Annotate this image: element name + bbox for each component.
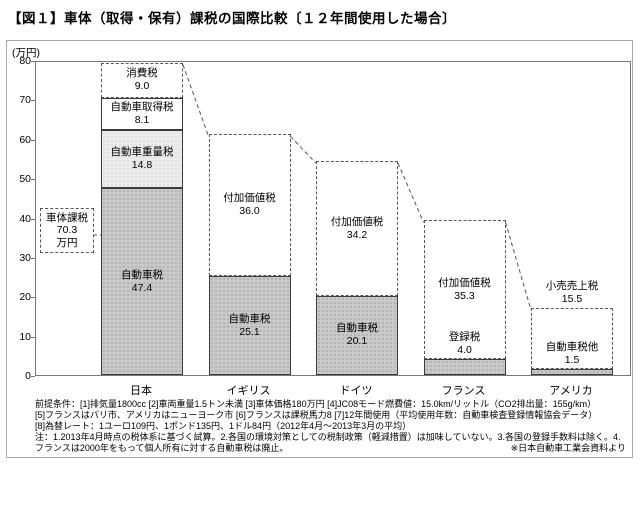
bar-segment-label: 自動車税他 1.5 xyxy=(531,341,613,367)
y-axis-tick-label: 70 xyxy=(19,94,31,107)
estimated-tax-dashed-box xyxy=(423,220,506,360)
x-axis-category-label: アメリカ xyxy=(549,385,593,397)
y-axis-tick-mark xyxy=(31,100,35,102)
footnote-conditions-1: 前提条件：[1]排気量1800cc [2]車両重量1.5トン未満 [3]車体価格… xyxy=(35,399,597,409)
bar-segment-label: 消費税 9.0 xyxy=(101,63,183,98)
y-axis-tick-label: 60 xyxy=(19,133,31,146)
label-line: 36.0 xyxy=(239,205,260,218)
source-credit: ※日本自動車工業会資料より xyxy=(510,443,626,453)
chart-frame: (万円) 自動車税 47.4 自動車重量税 14.8 自動車取得税 8.1 消費税 9.0 車体… xyxy=(6,40,633,458)
label-line: 自動車取得税 xyxy=(110,101,174,114)
bar-segment-label: 付加価値税 36.0 xyxy=(209,134,291,276)
bar-segment-label: 小売売上税 15.5 xyxy=(531,280,613,306)
label-line: 25.1 xyxy=(239,325,260,338)
bar-segment-label: 付加価値税 35.3 xyxy=(424,220,506,359)
y-axis-tick-mark xyxy=(31,336,35,338)
y-axis-tick-mark xyxy=(31,61,35,62)
label-line: 車体課税 xyxy=(46,211,88,224)
label-line: 35.3 xyxy=(454,289,475,302)
label-line: 自動車税 xyxy=(336,322,378,335)
total-tax-annotation: 車体課税 70.3 万円 xyxy=(40,207,94,253)
bar-segment xyxy=(101,98,183,131)
y-axis-tick-mark xyxy=(31,297,35,299)
label-line: 1.5 xyxy=(564,354,580,367)
bar-segment xyxy=(531,369,613,375)
label-line: 付加価値税 xyxy=(330,215,384,228)
label-line: 14.8 xyxy=(131,159,153,172)
x-axis-category-label: フランス xyxy=(441,385,486,397)
bar-segment-label: 自動車税 47.4 xyxy=(101,188,183,375)
label-line: 34.2 xyxy=(346,228,368,241)
y-axis-tick-mark xyxy=(31,218,35,220)
x-axis-category-label: ドイツ xyxy=(339,385,373,397)
bar-segment-label: 自動車税 20.1 xyxy=(316,296,398,375)
footnotes: 前提条件：[1]排気量1800cc [2]車両重量1.5トン未満 [3]車体価格… xyxy=(35,399,628,454)
y-axis-tick-mark xyxy=(31,139,35,141)
bar-segment-label: 付加価値税 34.2 xyxy=(316,161,398,296)
estimated-tax-dashed-box xyxy=(208,134,291,277)
label-line: 4.0 xyxy=(457,344,472,357)
bar-segment-label: 自動車税 25.1 xyxy=(209,276,291,375)
label-line: 8.1 xyxy=(134,114,150,127)
y-axis-tick-label: 80 xyxy=(19,55,31,67)
x-axis-category-label: イギリス xyxy=(226,385,271,397)
label-line: 登録税 xyxy=(448,331,481,344)
estimated-tax-dashed-box xyxy=(101,62,183,99)
y-axis-tick-label: 0 xyxy=(25,370,31,382)
y-axis-tick-label: 20 xyxy=(19,291,31,304)
label-line: 70.3 xyxy=(56,224,78,236)
bar-segment-label: 登録税 4.0 xyxy=(424,331,506,357)
footnote-exchange-rate: [8]為替レート：1ユーロ109円、1ポンド135円、1ドル84円（2012年4… xyxy=(35,421,412,431)
bar-segment xyxy=(101,188,183,375)
label-line: 自動車税 xyxy=(121,268,163,281)
label-line: 小売売上税 xyxy=(545,280,599,293)
label-line: 消費税 xyxy=(126,67,158,80)
y-axis-tick-label: 10 xyxy=(19,330,31,343)
label-line: 20.1 xyxy=(346,335,368,348)
label-line: 15.5 xyxy=(561,293,583,306)
y-axis-tick-label: 40 xyxy=(19,212,31,225)
label-line: 付加価値税 xyxy=(438,276,491,289)
y-axis-tick-mark xyxy=(31,257,35,259)
label-line: 自動車税 xyxy=(228,312,271,325)
y-axis-tick-label: 50 xyxy=(19,173,31,186)
bar-segment xyxy=(101,130,183,189)
footnote-conditions-2: [5]フランスはパリ市、アメリカはニューヨーク市 [6]フランスは課税馬力8 [… xyxy=(35,410,598,420)
bar-segment xyxy=(423,359,506,375)
label-line: 47.4 xyxy=(131,281,153,294)
bar-segment-label: 自動車重量税 14.8 xyxy=(101,130,183,188)
estimated-tax-dashed-box xyxy=(316,161,398,296)
label-line: 自動車税他 xyxy=(545,341,599,354)
y-axis-unit-label: (万円) xyxy=(12,47,40,59)
figure-title: 【図１】車体（取得・保有）課税の国際比較〔１２年間使用した場合〕 xyxy=(8,11,456,26)
x-axis-category-label: 日本 xyxy=(130,385,152,397)
estimated-tax-dashed-box xyxy=(531,308,613,370)
bar-segment xyxy=(208,276,291,375)
label-line: 自動車重量税 xyxy=(110,146,174,159)
label-line: 万円 xyxy=(56,236,78,249)
bar-segment-label: 自動車取得税 8.1 xyxy=(101,98,183,130)
y-axis-tick-label: 30 xyxy=(19,251,31,264)
y-axis-tick-mark xyxy=(31,179,35,181)
plot-area: 自動車税 47.4 自動車重量税 14.8 自動車取得税 8.1 消費税 9.0 車体課税 70.… xyxy=(35,61,631,376)
label-line: 付加価値税 xyxy=(223,192,276,205)
label-line: 9.0 xyxy=(134,80,150,93)
footnote-notes: 注：1.2013年4月時点の税体系に基づく試算。2.各国の環境対策としての税制政… xyxy=(35,432,621,453)
bar-segment xyxy=(316,295,398,375)
y-axis-tick-mark xyxy=(31,376,35,377)
